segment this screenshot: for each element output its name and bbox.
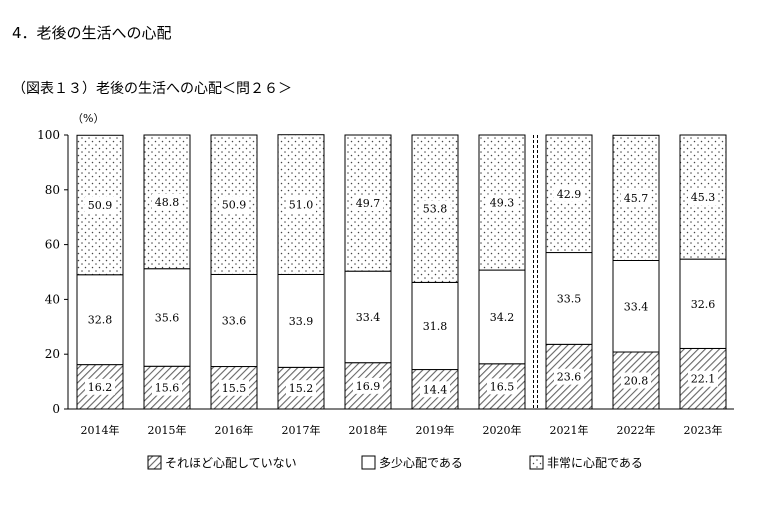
data-label: 15.5 (222, 382, 247, 395)
bar-segment-plain (76, 274, 124, 366)
data-label-background (554, 185, 584, 202)
data-label: 51.0 (289, 199, 314, 212)
legend-swatch-plain (361, 455, 376, 470)
x-tick-label: 2019年 (416, 423, 455, 437)
bar-segment-plain (612, 259, 660, 353)
data-label: 16.5 (490, 380, 515, 393)
data-label: 23.6 (557, 371, 582, 384)
x-tick-label: 2023年 (684, 423, 723, 437)
bar-segment-plain (478, 269, 526, 365)
data-label-background (286, 380, 316, 397)
x-tick-label: 2021年 (550, 423, 589, 437)
data-label-background (487, 194, 517, 211)
data-label: 33.5 (557, 292, 582, 305)
data-label: 48.8 (155, 196, 180, 209)
data-label: 32.8 (88, 314, 113, 327)
data-label-background (688, 370, 718, 387)
data-label-background (219, 196, 249, 213)
y-tick-label: 0 (52, 402, 60, 416)
data-label: 33.6 (222, 314, 247, 327)
legend-swatch-dots (529, 455, 544, 470)
data-label: 49.3 (490, 197, 515, 210)
data-label: 49.7 (356, 197, 381, 210)
data-label: 33.9 (289, 315, 314, 328)
y-unit-label: （%） (72, 112, 104, 125)
bar-segment-plain (545, 252, 593, 345)
data-label-background (85, 378, 115, 395)
bar-segment-plain (277, 273, 325, 368)
data-label-background (152, 193, 182, 210)
data-label: 15.2 (289, 382, 314, 395)
legend-label: 非常に心配である (547, 456, 643, 470)
data-label: 34.2 (490, 311, 515, 324)
y-tick-label: 80 (45, 183, 60, 197)
x-tick-label: 2014年 (81, 423, 120, 437)
bar-segment-hatch (679, 347, 727, 410)
y-tick-label: 20 (45, 347, 60, 361)
data-label-background (152, 379, 182, 396)
data-label-background (353, 377, 383, 394)
data-label: 50.9 (88, 199, 113, 212)
x-tick-label: 2020年 (483, 423, 522, 437)
data-label: 16.9 (356, 380, 381, 393)
data-label: 15.6 (155, 382, 180, 395)
data-label: 31.8 (423, 320, 448, 333)
data-label: 45.7 (624, 192, 649, 205)
x-tick-label: 2015年 (148, 423, 187, 437)
data-label: 53.8 (423, 203, 448, 216)
bar-segment-plain (411, 281, 459, 371)
data-label-background (286, 196, 316, 213)
y-tick-label: 40 (45, 292, 60, 306)
y-tick-label: 60 (45, 238, 60, 252)
data-label-background (420, 381, 450, 398)
data-label-background (621, 189, 651, 206)
x-tick-label: 2016年 (215, 423, 254, 437)
data-label-background (487, 378, 517, 395)
data-label-background (353, 195, 383, 212)
section-title: 4．老後の生活への心配 (12, 24, 172, 42)
data-label-background (219, 379, 249, 396)
data-label: 42.9 (557, 188, 582, 201)
legend-label: 多少心配である (379, 456, 463, 470)
data-label: 33.4 (624, 300, 649, 313)
data-label-background (688, 189, 718, 206)
legend-swatch-hatch (147, 455, 162, 470)
x-tick-label: 2018年 (349, 423, 388, 437)
data-label-background (420, 200, 450, 217)
data-label: 33.4 (356, 311, 381, 324)
data-label: 45.3 (691, 191, 716, 204)
data-label-background (621, 372, 651, 389)
bar-segment-plain (143, 268, 191, 367)
data-label: 14.4 (423, 383, 448, 396)
y-tick-label: 100 (37, 128, 60, 142)
x-tick-label: 2017年 (282, 423, 321, 437)
x-tick-label: 2022年 (617, 423, 656, 437)
legend-label: それほど心配していない (165, 456, 297, 470)
data-label: 32.6 (691, 298, 716, 311)
data-label: 16.2 (88, 381, 113, 394)
data-label-background (554, 368, 584, 385)
data-label: 35.6 (155, 311, 180, 324)
chart-title: （図表１３）老後の生活への心配＜問２６＞ (12, 81, 292, 97)
data-label-background (85, 197, 115, 214)
bar-segment-plain (344, 270, 392, 364)
data-label: 50.9 (222, 199, 247, 212)
data-label: 22.1 (691, 373, 716, 386)
bar-segment-dots (210, 134, 258, 275)
data-label: 20.8 (624, 375, 649, 388)
